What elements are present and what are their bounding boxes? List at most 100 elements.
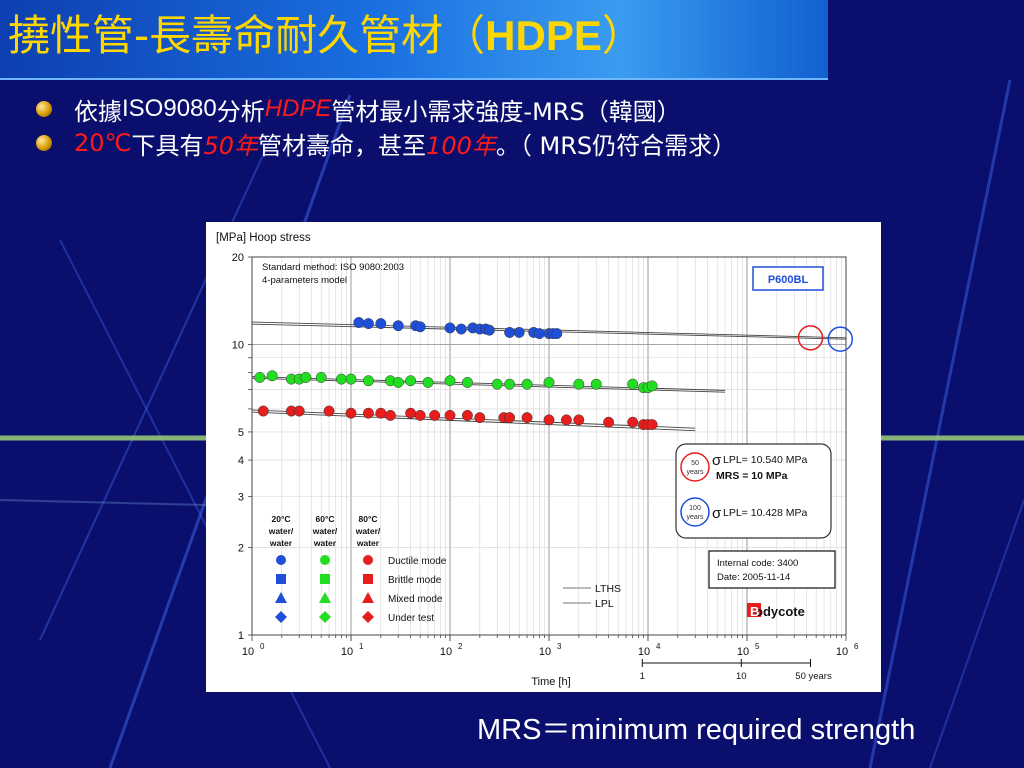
- sigma-symbol: σ: [712, 505, 722, 522]
- legend-square-marker: [320, 574, 330, 584]
- x-tick-exponent: 4: [656, 642, 661, 651]
- data-point: [543, 377, 555, 388]
- data-point: [384, 409, 396, 421]
- lpl-50-value: LPL= 10.540 MPa: [723, 454, 808, 466]
- data-point: [375, 318, 387, 330]
- data-point: [375, 407, 387, 419]
- legend-header: water: [313, 538, 337, 548]
- legend-circle-marker: [363, 555, 373, 565]
- data-point: [560, 414, 572, 426]
- bullet-item: 依據 ISO9080 分析 HDPE 管材最小需求強度-MRS（韓國）: [36, 92, 736, 126]
- badge-100-years: [680, 497, 710, 527]
- bullet-highlight: 50年: [203, 131, 259, 160]
- years-tick-label: 50 years: [795, 671, 832, 682]
- x-tick-label: 10: [242, 646, 254, 658]
- x-tick-label: 10: [638, 646, 650, 658]
- data-point: [405, 375, 417, 387]
- legend-triangle-marker: [319, 592, 331, 603]
- legend-header: water/: [312, 526, 338, 536]
- badge-50-text: years: [686, 469, 704, 476]
- bullet-text: 。（ MRS仍符合需求）: [495, 131, 737, 160]
- legend-triangle-marker: [362, 592, 374, 603]
- data-point: [257, 405, 269, 417]
- legend-circle-marker: [276, 555, 286, 565]
- data-point: [590, 378, 602, 390]
- marked-point: [827, 326, 854, 352]
- data-point: [254, 371, 266, 383]
- data-point: [414, 321, 426, 333]
- bullet-icon: [36, 135, 52, 151]
- data-point: [315, 371, 327, 383]
- legend-lths-label: LTHS: [595, 583, 621, 595]
- data-point: [543, 414, 555, 426]
- legend-header: 20°C: [272, 514, 291, 524]
- bullet-text: 管材壽命，甚至: [258, 131, 427, 160]
- product-label-box: [752, 266, 824, 291]
- title-bar: 撓性管-長壽命耐久管材（HDPE）: [0, 0, 828, 80]
- y-tick-label: 4: [238, 455, 244, 467]
- legend-lpl-label: LPL: [595, 598, 614, 610]
- x-tick-exponent: 3: [557, 642, 562, 651]
- legend-circle-marker: [320, 555, 330, 565]
- legend-square-marker: [276, 574, 286, 584]
- y-tick-label: 3: [238, 491, 244, 503]
- y-tick-label: 10: [232, 339, 244, 351]
- data-point: [627, 416, 639, 428]
- data-point: [646, 380, 658, 392]
- internal-code-box: [708, 550, 836, 589]
- x-axis-label: Time [h]: [531, 676, 570, 688]
- legend-header: water: [356, 538, 380, 548]
- x-tick-label: 10: [737, 646, 749, 658]
- chart-title: [MPa] Hoop stress: [216, 232, 311, 244]
- badge-100-text: 100: [689, 505, 701, 512]
- footnote: MRS＝minimum required strength: [477, 714, 916, 746]
- bullet-highlight: 100年: [426, 131, 496, 160]
- y-tick-label: 2: [238, 543, 244, 555]
- marked-point: [797, 325, 824, 351]
- x-tick-exponent: 2: [458, 642, 463, 651]
- bullet-item: 20℃ 下具有 50年 管材壽命，甚至 100年 。（ MRS仍符合需求）: [36, 126, 736, 160]
- title-text: 撓性管-長壽命耐久管材（: [8, 11, 486, 60]
- legend-header: water/: [355, 526, 381, 536]
- mrs-value: MRS = 10 MPa: [716, 470, 788, 482]
- title-hdpe: HDPE: [485, 12, 602, 59]
- legend-header: water/: [268, 526, 294, 536]
- legend-triangle-marker: [275, 592, 287, 603]
- x-tick-label: 10: [836, 646, 848, 658]
- x-tick-label: 10: [440, 646, 452, 658]
- data-point: [573, 414, 585, 426]
- bullet-text: 管材最小需求強度-MRS（韓國）: [331, 97, 681, 126]
- data-point: [345, 407, 357, 419]
- data-point: [300, 371, 312, 383]
- legend-diamond-marker: [275, 611, 287, 623]
- data-point: [422, 377, 434, 388]
- data-point: [521, 412, 533, 424]
- bullet-icon: [36, 101, 52, 117]
- data-point: [362, 375, 374, 387]
- data-point: [414, 409, 426, 421]
- data-point: [504, 412, 516, 424]
- sigma-symbol: σ: [712, 452, 722, 469]
- data-point: [461, 377, 473, 388]
- method-note: Standard method: ISO 9080:2003: [262, 262, 404, 273]
- data-point: [429, 409, 441, 421]
- legend-header: water: [269, 538, 293, 548]
- data-point: [533, 328, 545, 340]
- data-point: [353, 317, 365, 328]
- data-point: [461, 409, 473, 421]
- data-point: [504, 378, 516, 390]
- data-point: [392, 377, 404, 388]
- data-point: [627, 378, 639, 390]
- bullet-highlight: HDPE: [264, 95, 332, 122]
- legend-mode-label: Brittle mode: [388, 575, 442, 586]
- data-point: [444, 375, 456, 387]
- internal-date: Date: 2005-11-14: [717, 572, 790, 583]
- bullet-highlight: 20℃: [74, 129, 132, 157]
- bullet-text: 分析: [216, 97, 265, 126]
- x-tick-exponent: 1: [359, 642, 364, 651]
- x-tick-exponent: 5: [755, 642, 760, 651]
- data-point: [392, 320, 404, 332]
- years-tick-label: 1: [640, 671, 645, 682]
- data-point: [491, 378, 503, 390]
